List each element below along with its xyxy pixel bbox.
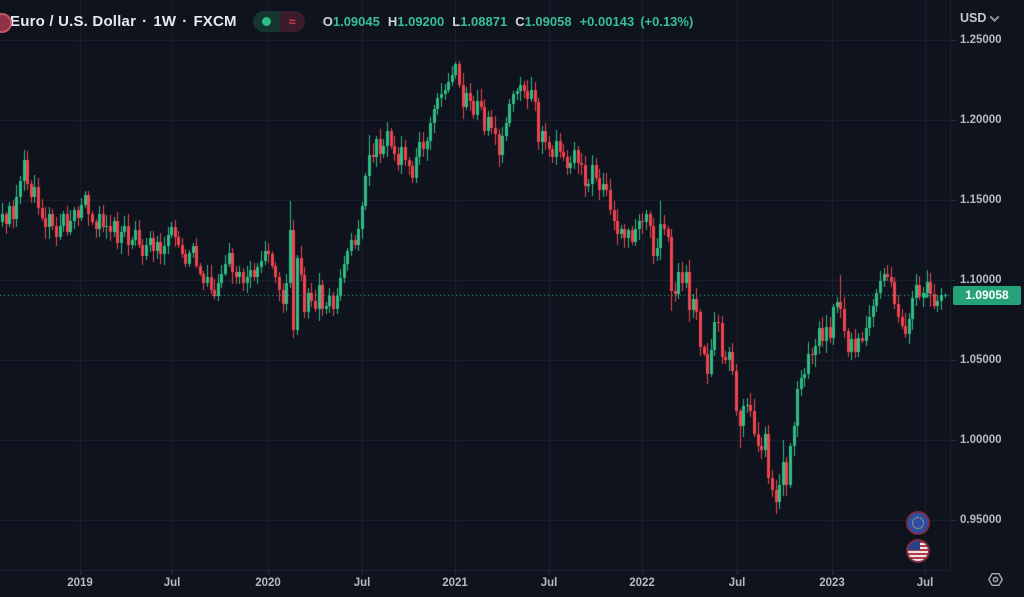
price-change-percent: (+0.13%)	[640, 14, 694, 29]
open-label: O	[322, 14, 333, 29]
candlestick-chart[interactable]	[0, 0, 950, 570]
time-tick-label: Jul	[354, 571, 370, 589]
price-tick-label: 1.00000	[951, 433, 1002, 447]
time-tick-label: Jul	[541, 571, 557, 589]
time-scale[interactable]: 2019 Jul 2020 Jul 2021 Jul 2022 Jul 2023 Jul	[0, 570, 950, 597]
market-status-toggle[interactable]: ≈	[252, 11, 305, 32]
close-label: C	[515, 14, 525, 29]
high-label: H	[387, 14, 398, 29]
time-tick-label: Jul	[729, 571, 745, 589]
close-value: 1.09058	[524, 14, 572, 29]
eu-flag-icon	[906, 511, 930, 535]
symbol-title[interactable]: Euro / U.S. Dollar · 1W · FXCM	[10, 13, 237, 30]
time-tick-label: 2021	[442, 571, 468, 589]
title-separator: ·	[142, 13, 148, 30]
ohlc-readout: O1.09045 H1.09200 L1.08871 C1.09058 +0.0…	[323, 14, 700, 29]
open-value: 1.09045	[332, 14, 380, 29]
market-open-dot-icon	[252, 11, 280, 32]
price-scale[interactable]: USD 1.25000 1.20000 1.15000 1.10000 1.05000 1…	[950, 0, 1024, 570]
time-tick-label: 2023	[819, 571, 845, 589]
price-tick-label: 1.10000	[951, 273, 1002, 287]
time-tick-label: 2020	[255, 571, 281, 589]
high-value: 1.09200	[397, 14, 445, 29]
instrument-flags	[906, 511, 930, 563]
scale-settings-gear-icon[interactable]	[985, 569, 1005, 589]
exchange-label: FXCM	[193, 13, 237, 30]
title-separator: ·	[182, 13, 188, 30]
interval-label[interactable]: 1W	[153, 13, 177, 30]
symbol-header: Euro / U.S. Dollar · 1W · FXCM ≈ O1.09045 H1…	[0, 11, 700, 33]
time-tick-label: 2019	[67, 571, 93, 589]
us-flag-icon	[906, 539, 930, 563]
delayed-data-icon: ≈	[279, 11, 305, 32]
chevron-down-icon	[989, 11, 1000, 22]
price-change: +0.00143	[579, 14, 635, 29]
current-price-badge: 1.09058	[953, 285, 1021, 305]
symbol-name: Euro / U.S. Dollar	[10, 13, 137, 30]
price-tick-label: 1.20000	[951, 113, 1002, 127]
low-label: L	[452, 14, 461, 29]
price-tick-label: 1.25000	[951, 33, 1002, 47]
price-tick-label: 1.05000	[951, 353, 1002, 367]
symbol-logo-icon[interactable]	[0, 13, 12, 33]
price-tick-label: 1.15000	[951, 193, 1002, 207]
time-tick-label: 2022	[629, 571, 655, 589]
time-tick-label: Jul	[164, 571, 180, 589]
low-value: 1.08871	[460, 14, 508, 29]
price-tick-label: 0.95000	[951, 513, 1002, 527]
currency-selector[interactable]: USD	[960, 11, 1000, 25]
currency-label: USD	[960, 11, 987, 25]
time-tick-label: Jul	[917, 571, 933, 589]
